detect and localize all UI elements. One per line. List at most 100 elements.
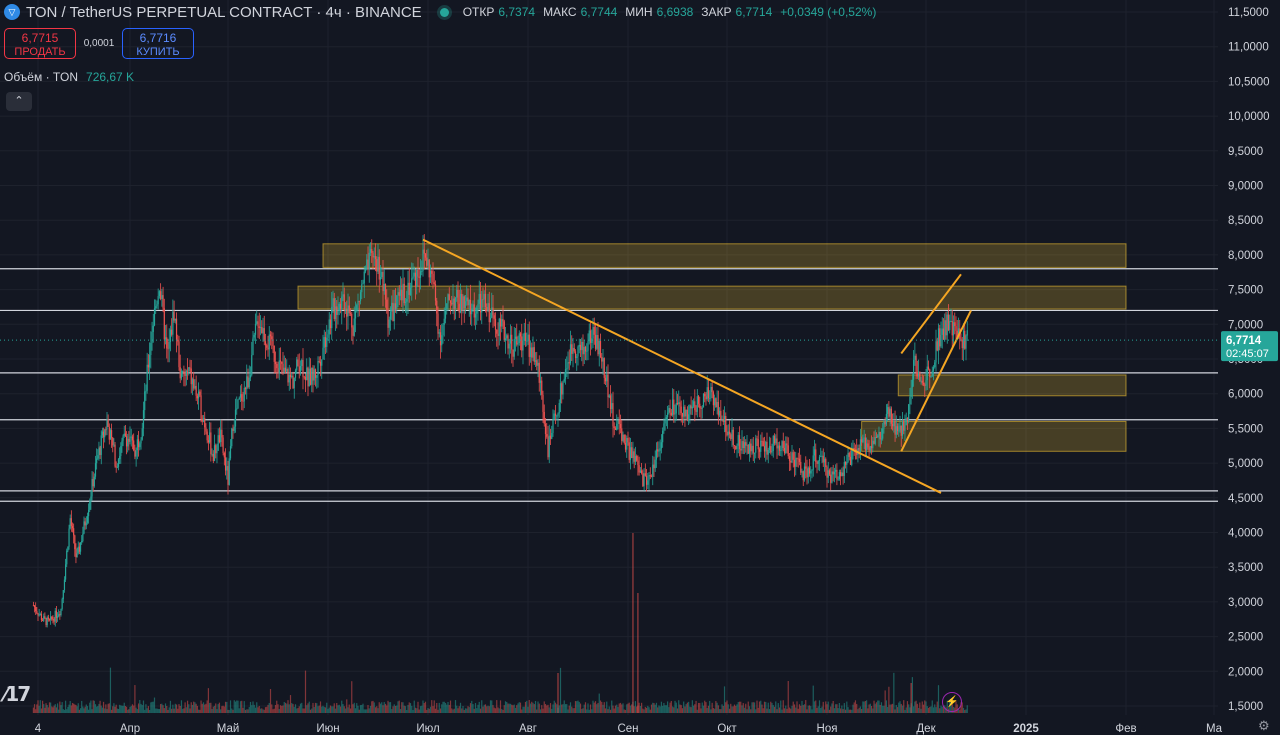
volume-bar [37,700,39,713]
volume-bar [206,700,208,713]
candle-body [301,359,303,367]
candle-body [840,472,842,477]
candle-body [854,449,857,450]
candle-body [557,413,559,416]
candle-body [604,377,607,382]
volume-bar [274,705,277,713]
candle-body [437,313,439,334]
trendlines[interactable] [0,238,1218,494]
candle-body [497,333,499,337]
candle-body [732,429,734,446]
candle-body [611,403,613,409]
volume-bar [720,709,722,713]
price-tick-label: 8,5000 [1228,215,1263,227]
candle-body [424,253,427,258]
volume-bar [909,707,911,713]
tradingview-logo[interactable]: ⁄17 [4,682,31,706]
candle-body [773,436,776,444]
candle-body [40,614,43,621]
volume-bar [321,706,323,713]
candle-body [917,371,920,377]
volume-bar [459,702,462,713]
volume-bar [75,704,77,713]
volume-bar [424,701,427,713]
candle-body [618,420,620,424]
volume-bar [421,705,423,713]
price-axis[interactable]: 11,500011,000010,500010,00009,50009,0000… [1218,0,1280,735]
volume-bar [439,708,442,713]
candle-body [206,431,208,441]
lightning-icon[interactable]: ⚡ [942,692,962,712]
time-axis[interactable]: 4 Апр Май Июн Июл Авг Сен Окт Ноя Дек 2025 Фев Ма [0,716,1280,735]
volume-bar [316,703,318,713]
candle-body [925,380,927,386]
candle-body [518,333,520,343]
buy-button[interactable]: 6,7716 КУПИТЬ [122,28,194,59]
candle-body [694,401,696,411]
candle-body [403,283,405,304]
volume-bar [556,704,558,713]
volume-bar [99,700,101,713]
candle-body [256,321,258,324]
volume-bar [436,702,438,713]
candle-body [946,314,948,336]
volume-bar [748,706,751,713]
volume-bar [716,702,718,713]
sell-button[interactable]: 6,7715 ПРОДАТЬ [4,28,76,59]
candle-body [281,361,283,364]
volume-legend[interactable]: Объём · TON 726,67 K [4,70,134,84]
volume-bar [755,709,757,713]
volume-bar [202,702,205,713]
candle-body [242,401,244,402]
volume-bar [229,700,232,713]
volume-bar [715,701,717,713]
candle-body [308,368,310,387]
gear-icon[interactable]: ⚙ [1258,718,1270,733]
candle-body [944,320,946,340]
volume-bar [763,701,766,713]
volume-bar [47,707,49,713]
candle-body [182,371,184,373]
volume-bar [904,709,906,713]
volume-bar [680,705,682,713]
candle-body [662,430,664,443]
candle-body [58,614,60,617]
volume-bar [257,707,259,713]
candle-body [768,446,771,450]
candle-body [140,439,142,444]
volume-bar [831,703,833,713]
candle-body [468,299,470,306]
volume-bar [288,704,290,713]
volume-bar [215,703,217,713]
volume-bar [156,708,158,713]
candle-body [587,341,589,351]
volume-bar [216,709,218,713]
candle-body [298,366,300,372]
volume-bar [609,709,612,713]
candle-body [361,284,363,293]
volume-bar [92,700,94,713]
volume-bar [808,705,811,713]
candle-body [317,361,319,376]
candle-body [750,443,752,452]
volume-bar [101,707,103,713]
ohlc-high-value: 6,7744 [580,5,618,19]
volume-bar [334,708,337,713]
candle-body [177,339,179,342]
candle-body [553,413,555,419]
candle-body [128,438,130,442]
symbol-title[interactable]: TON / TetherUS PERPETUAL CONTRACT · 4ч ·… [26,3,422,21]
candle-body [33,605,36,608]
volume-bar [822,701,824,713]
chevron-up-icon[interactable]: ⌃ [6,92,32,111]
candle-body [313,369,315,381]
volume-bar [35,709,37,713]
supply-demand-zones[interactable] [297,243,1127,452]
candle-body [852,447,854,449]
candle-body [257,321,259,327]
volume-bar [314,702,317,713]
candle-body [389,311,392,320]
volume-bar [542,708,544,713]
candle-body [78,546,80,552]
